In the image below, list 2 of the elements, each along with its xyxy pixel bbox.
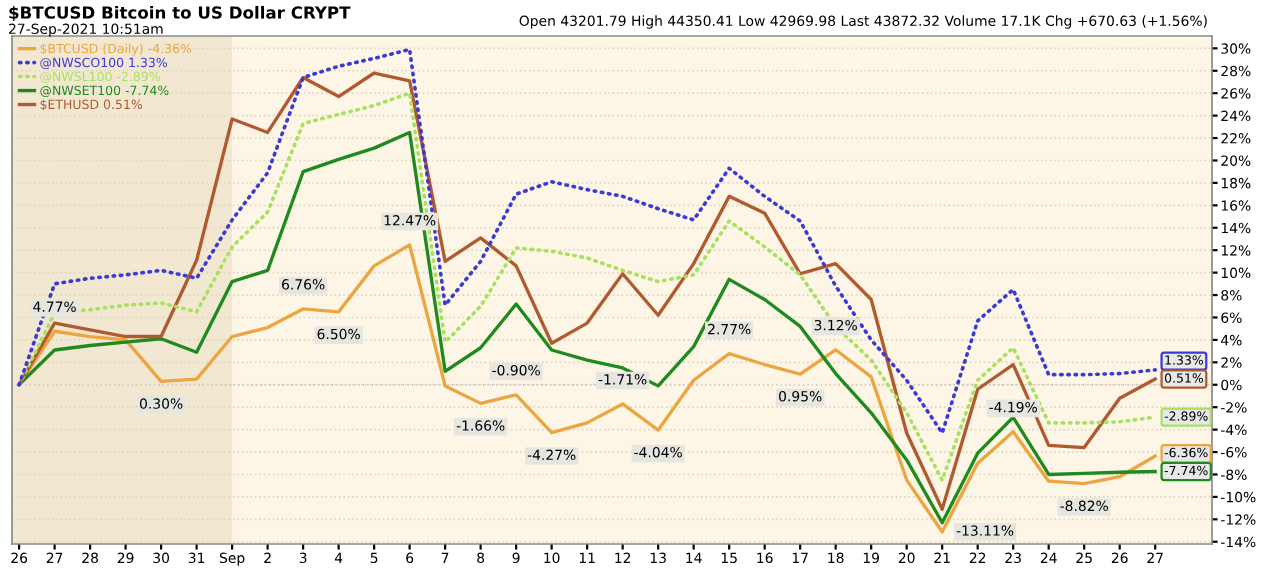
chart-title: $BTCUSD Bitcoin to US Dollar CRYPT	[9, 5, 351, 22]
line-series	[17, 47, 1158, 435]
